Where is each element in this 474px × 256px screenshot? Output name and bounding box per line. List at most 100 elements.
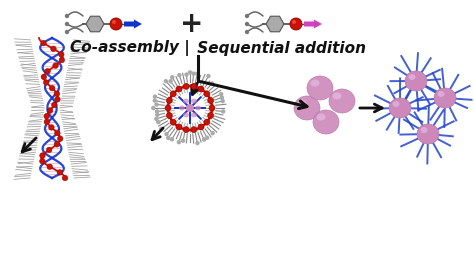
Text: +: + bbox=[180, 10, 204, 38]
Ellipse shape bbox=[317, 113, 326, 121]
Ellipse shape bbox=[294, 96, 320, 120]
Circle shape bbox=[110, 18, 122, 30]
Ellipse shape bbox=[405, 71, 427, 91]
Circle shape bbox=[220, 96, 223, 99]
Circle shape bbox=[55, 97, 60, 102]
Ellipse shape bbox=[195, 105, 201, 111]
Ellipse shape bbox=[183, 99, 189, 104]
Text: Sequential addition: Sequential addition bbox=[192, 40, 366, 56]
Circle shape bbox=[209, 105, 215, 111]
Circle shape bbox=[40, 153, 46, 158]
Circle shape bbox=[176, 124, 182, 130]
Circle shape bbox=[246, 30, 248, 34]
Ellipse shape bbox=[183, 112, 189, 118]
Circle shape bbox=[198, 86, 204, 92]
Circle shape bbox=[222, 110, 225, 113]
Circle shape bbox=[211, 132, 214, 135]
Ellipse shape bbox=[332, 92, 341, 100]
Circle shape bbox=[204, 91, 210, 97]
Circle shape bbox=[57, 136, 63, 142]
Circle shape bbox=[41, 40, 46, 46]
Circle shape bbox=[170, 91, 176, 97]
Circle shape bbox=[57, 169, 63, 175]
Circle shape bbox=[166, 98, 173, 103]
Circle shape bbox=[164, 80, 167, 83]
Circle shape bbox=[196, 72, 199, 75]
Ellipse shape bbox=[307, 76, 333, 100]
Ellipse shape bbox=[179, 105, 185, 111]
Ellipse shape bbox=[438, 91, 445, 97]
Circle shape bbox=[54, 142, 60, 147]
Ellipse shape bbox=[417, 124, 439, 144]
Circle shape bbox=[44, 119, 50, 125]
Circle shape bbox=[155, 103, 158, 106]
Ellipse shape bbox=[389, 98, 411, 118]
Ellipse shape bbox=[313, 110, 339, 134]
Circle shape bbox=[65, 30, 69, 34]
Circle shape bbox=[176, 86, 182, 92]
Circle shape bbox=[152, 106, 155, 110]
Ellipse shape bbox=[392, 101, 400, 107]
Circle shape bbox=[45, 68, 50, 74]
Circle shape bbox=[41, 74, 46, 80]
Circle shape bbox=[206, 136, 209, 139]
Ellipse shape bbox=[409, 74, 416, 80]
Circle shape bbox=[204, 119, 210, 125]
Circle shape bbox=[182, 139, 184, 142]
Circle shape bbox=[65, 15, 69, 17]
Circle shape bbox=[198, 124, 204, 130]
Circle shape bbox=[186, 104, 194, 112]
Circle shape bbox=[246, 15, 248, 17]
Circle shape bbox=[59, 57, 64, 63]
Circle shape bbox=[221, 100, 224, 103]
Polygon shape bbox=[86, 16, 104, 32]
Circle shape bbox=[160, 127, 163, 130]
Circle shape bbox=[170, 119, 176, 125]
Circle shape bbox=[207, 74, 210, 78]
Circle shape bbox=[51, 46, 56, 51]
Circle shape bbox=[191, 127, 197, 133]
Circle shape bbox=[177, 141, 181, 144]
Circle shape bbox=[153, 99, 156, 102]
Ellipse shape bbox=[420, 127, 428, 133]
Circle shape bbox=[55, 130, 60, 136]
Circle shape bbox=[292, 20, 296, 24]
Ellipse shape bbox=[434, 88, 456, 108]
Circle shape bbox=[165, 105, 171, 111]
Circle shape bbox=[155, 110, 158, 113]
Circle shape bbox=[220, 93, 223, 95]
Circle shape bbox=[246, 23, 248, 26]
Circle shape bbox=[165, 133, 168, 136]
Circle shape bbox=[178, 74, 181, 77]
Circle shape bbox=[44, 113, 49, 119]
Circle shape bbox=[39, 158, 45, 164]
Circle shape bbox=[44, 80, 49, 85]
Circle shape bbox=[62, 175, 68, 181]
Circle shape bbox=[65, 23, 69, 26]
Circle shape bbox=[183, 83, 189, 89]
Circle shape bbox=[171, 76, 174, 79]
FancyArrow shape bbox=[124, 19, 142, 28]
Polygon shape bbox=[266, 16, 284, 32]
Ellipse shape bbox=[310, 80, 319, 87]
Circle shape bbox=[47, 108, 53, 113]
Circle shape bbox=[46, 147, 52, 153]
Circle shape bbox=[169, 80, 172, 83]
Circle shape bbox=[47, 164, 53, 169]
Circle shape bbox=[157, 121, 160, 124]
Circle shape bbox=[156, 113, 159, 116]
Circle shape bbox=[183, 127, 189, 133]
Circle shape bbox=[53, 63, 58, 68]
Circle shape bbox=[171, 138, 173, 141]
Circle shape bbox=[189, 71, 191, 74]
Circle shape bbox=[167, 136, 170, 140]
Circle shape bbox=[49, 85, 55, 91]
Ellipse shape bbox=[191, 112, 197, 118]
Circle shape bbox=[112, 20, 116, 24]
Circle shape bbox=[210, 82, 214, 85]
Circle shape bbox=[154, 95, 156, 98]
Circle shape bbox=[192, 72, 195, 75]
Circle shape bbox=[166, 113, 173, 119]
Circle shape bbox=[208, 113, 214, 119]
Circle shape bbox=[58, 52, 64, 57]
